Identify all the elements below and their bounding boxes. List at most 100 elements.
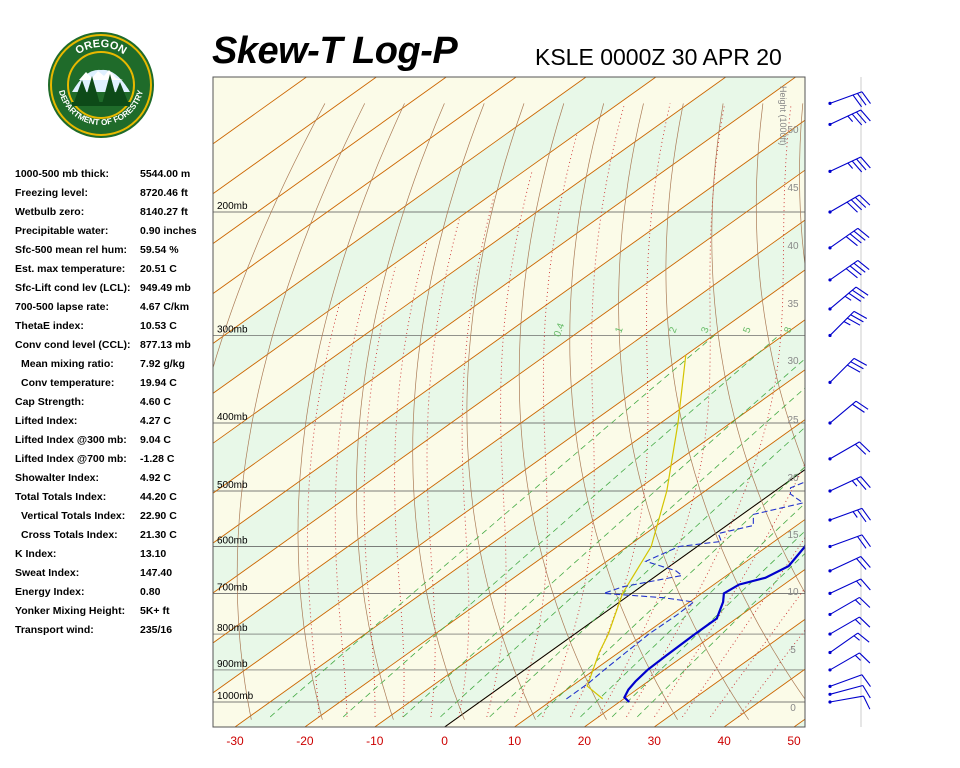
index-value: 0.90 inches — [140, 225, 197, 237]
isobar-label: 400mb — [217, 412, 248, 423]
index-value: 7.92 g/kg — [140, 358, 185, 370]
isotherm-line — [213, 77, 517, 295]
index-label: Conv cond level (CCL): — [15, 339, 131, 351]
x-tick-label: 50 — [787, 734, 801, 748]
isobar-label: 1000mb — [217, 691, 254, 702]
index-label: Lifted Index: — [15, 415, 78, 427]
isotherm-line — [213, 77, 796, 494]
zero-isotherm-line — [444, 468, 805, 727]
mixing-ratio-label: 2 — [668, 325, 680, 334]
index-value: 4.27 C — [140, 415, 171, 427]
x-tick-label: 40 — [717, 734, 731, 748]
index-label: Freezing level: — [15, 187, 88, 199]
index-label: Precipitable water: — [15, 225, 109, 237]
height-tick-label: 35 — [787, 299, 799, 310]
isotherm-band — [213, 120, 805, 593]
isotherm-line — [213, 77, 377, 195]
wind-barb — [828, 357, 868, 384]
x-tick-label: 10 — [508, 734, 522, 748]
wind-barb — [828, 596, 871, 617]
index-value: 147.40 — [140, 567, 173, 579]
mixing-ratio-line — [580, 502, 805, 718]
wind-barb — [828, 616, 871, 636]
dry-adiabat-line — [236, 103, 366, 720]
wind-barb — [828, 534, 871, 549]
mixing-ratio-label: 5 — [742, 325, 754, 334]
wind-barb — [828, 578, 871, 596]
index-value: 59.54 % — [140, 244, 179, 256]
oregon-forestry-logo: OREGON DEPARTMENT OF FORESTRY — [48, 32, 154, 138]
dry-adiabat-line — [711, 103, 805, 594]
index-label: Wetbulb zero: — [15, 206, 85, 218]
wind-barb — [828, 695, 871, 710]
isotherm-line — [514, 518, 805, 727]
isotherm-line — [234, 319, 805, 727]
isotherm-line — [584, 568, 805, 727]
isotherm-line — [793, 718, 805, 727]
x-tick-label: 20 — [578, 734, 592, 748]
dry-adiabat-line — [518, 103, 607, 720]
index-value: 5K+ ft — [140, 605, 170, 617]
index-label: Showalter Index: — [15, 472, 100, 484]
wind-barb — [828, 632, 870, 655]
index-value: 0.80 — [140, 586, 161, 598]
wind-barb — [828, 441, 871, 461]
wind-barb — [828, 310, 868, 338]
index-value: 8720.46 ft — [140, 187, 188, 199]
height-tick-label: 10 — [787, 587, 799, 598]
dry-adiabat-line — [412, 103, 485, 720]
isotherm-band — [794, 719, 805, 727]
isotherm-line — [213, 219, 805, 644]
mixing-ratio-line — [440, 387, 805, 718]
index-label: Yonker Mixing Height: — [15, 605, 126, 617]
wind-barb — [828, 400, 869, 425]
index-label: Sweat Index: — [15, 567, 80, 579]
mixing-ratio-line — [342, 335, 780, 718]
isotherm-line — [213, 77, 727, 444]
index-label: Lifted Index @700 mb: — [15, 453, 127, 465]
index-label: 1000-500 mb thick: — [15, 168, 109, 180]
isotherm-line — [213, 269, 805, 694]
svg-text:OREGON: OREGON — [73, 38, 128, 57]
isobar-label: 500mb — [217, 480, 248, 491]
temperature-trace — [623, 542, 805, 703]
moist-adiabat-line — [363, 267, 396, 717]
index-label: Sfc-500 mean rel hum: — [15, 244, 128, 256]
index-value: 4.92 C — [140, 472, 171, 484]
wind-barb — [828, 194, 871, 214]
isobar-label: 200mb — [217, 201, 248, 212]
index-value: 21.30 C — [140, 529, 177, 541]
index-value: 235/16 — [140, 624, 173, 636]
isotherm-line — [213, 169, 805, 594]
wind-barb — [828, 476, 871, 493]
index-label: ThetaE index: — [15, 320, 84, 332]
dry-adiabat-line — [297, 103, 405, 720]
index-label: Vertical Totals Index: — [21, 510, 126, 522]
height-tick-label: 15 — [787, 530, 799, 541]
mixing-ratio-label: 8 — [783, 325, 795, 334]
index-label: Energy Index: — [15, 586, 85, 598]
isobar-label: 300mb — [217, 324, 248, 335]
isobar-label: 600mb — [217, 535, 248, 546]
moist-adiabat-line — [334, 285, 368, 717]
index-value: 4.67 C/km — [140, 301, 190, 313]
x-tick-label: -10 — [366, 734, 384, 748]
x-tick-label: 30 — [648, 734, 662, 748]
isotherm-line — [304, 369, 805, 727]
wind-barb — [828, 507, 871, 523]
index-label: Sfc-Lift cond lev (LCL): — [15, 282, 131, 294]
index-value: 9.04 C — [140, 434, 171, 446]
dry-adiabat-line — [799, 103, 805, 268]
mixing-ratio-label: 1 — [614, 325, 626, 334]
height-tick-label: 45 — [787, 183, 799, 194]
dry-adiabat-line — [922, 103, 960, 719]
height-tick-label: 40 — [787, 241, 799, 252]
index-value: 22.90 C — [140, 510, 177, 522]
moist-adiabat-line — [542, 103, 626, 718]
index-label: Cap Strength: — [15, 396, 85, 408]
index-label: Lifted Index @300 mb: — [15, 434, 127, 446]
wind-barb — [828, 259, 870, 282]
plot-lines — [213, 77, 960, 727]
isobar-label: 900mb — [217, 659, 248, 670]
index-label: 700-500 lapse rate: — [15, 301, 109, 313]
